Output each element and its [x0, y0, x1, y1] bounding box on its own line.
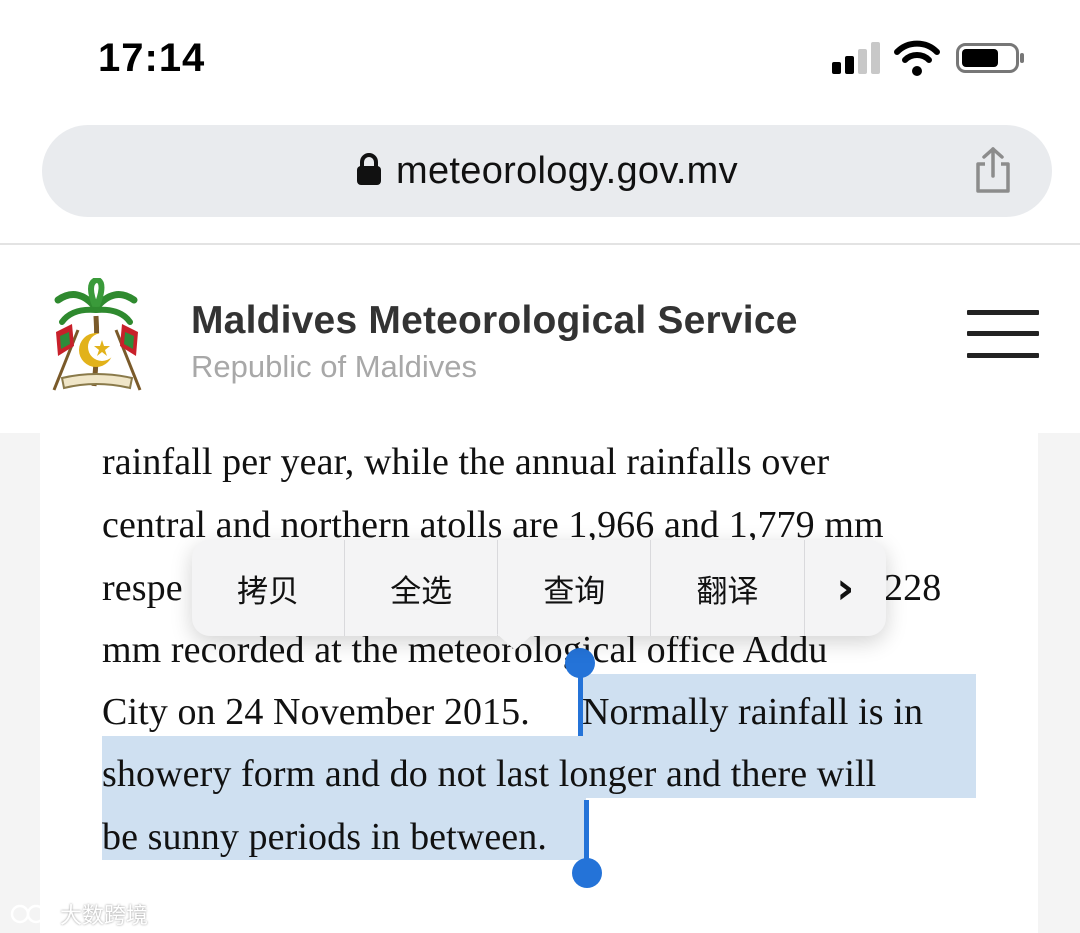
article-line: City on 24 November 2015.	[102, 691, 530, 733]
watermark: 大数跨境	[10, 898, 148, 930]
text-selection	[580, 674, 976, 736]
text-selection	[102, 798, 586, 860]
article-line: mm recorded at the meteorological office…	[102, 629, 828, 671]
wifi-icon	[894, 40, 940, 76]
text-selection	[102, 736, 976, 798]
selection-end-handle-bar[interactable]	[584, 800, 589, 862]
menu-item-translate[interactable]: 翻译	[651, 540, 805, 636]
text-context-menu: 拷贝 全选 查询 翻译 ›	[192, 540, 886, 636]
status-time: 17:14	[98, 36, 206, 80]
lock-icon	[357, 153, 382, 185]
selected-text[interactable]: Normally rainfall is in	[582, 691, 924, 733]
selected-text[interactable]: be sunny periods in between.	[102, 816, 547, 858]
selected-text[interactable]: showery form and do not last longer and …	[102, 753, 877, 795]
article-line: 228	[884, 567, 942, 609]
watermark-text: 大数跨境	[60, 904, 149, 929]
toolbar-divider	[0, 243, 1080, 245]
status-bar: 17:14	[0, 0, 1080, 110]
site-subtitle: Republic of Maldives	[191, 349, 478, 384]
address-bar[interactable]: meteorology.gov.mv	[42, 125, 1052, 217]
menu-item-look-up[interactable]: 查询	[498, 540, 652, 636]
emblem-logo	[52, 278, 142, 391]
site-title[interactable]: Maldives Meteorological Service	[191, 299, 798, 342]
url-text[interactable]: meteorology.gov.mv	[396, 149, 738, 192]
share-icon[interactable]	[970, 146, 1016, 194]
context-menu-pointer	[497, 634, 533, 650]
menu-icon[interactable]	[967, 310, 1039, 358]
site-header	[0, 245, 1080, 433]
selection-start-handle-bar[interactable]	[578, 662, 583, 736]
menu-item-copy[interactable]: 拷贝	[192, 540, 346, 636]
watermark-logo-icon	[10, 904, 54, 924]
menu-item-select-all[interactable]: 全选	[345, 540, 499, 636]
signal-icon	[832, 42, 882, 74]
article-line: rainfall per year, while the annual rain…	[102, 441, 830, 483]
battery-icon	[956, 43, 1024, 73]
selection-end-handle[interactable]	[572, 858, 602, 888]
article-line: respe	[102, 567, 183, 609]
article-line: central and northern atolls are 1,966 an…	[102, 504, 884, 546]
chevron-right-icon[interactable]: ›	[836, 562, 855, 614]
